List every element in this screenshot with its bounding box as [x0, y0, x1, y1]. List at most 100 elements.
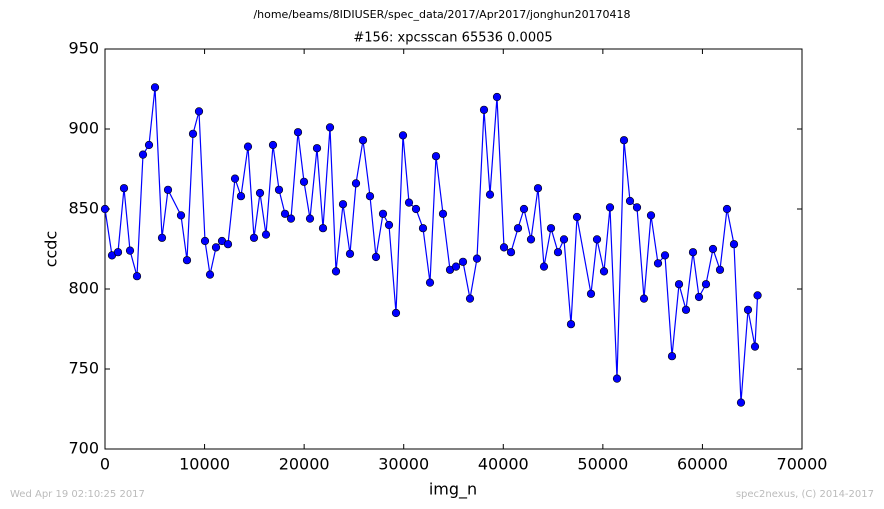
data-point	[274, 185, 284, 194]
data-point	[280, 209, 290, 218]
y-axis-label: ccdc	[42, 231, 61, 268]
data-point	[667, 352, 677, 361]
data-point	[230, 174, 240, 183]
y-tick-label: 950	[68, 39, 99, 58]
data-point	[299, 177, 309, 186]
data-point	[325, 123, 335, 132]
data-point	[293, 128, 303, 137]
data-point	[451, 262, 461, 271]
data-point	[236, 192, 246, 201]
x-tick-label: 70000	[777, 455, 828, 474]
data-point	[398, 131, 408, 140]
data-point	[722, 204, 732, 214]
data-point	[358, 136, 368, 145]
data-point	[753, 291, 762, 300]
data-point	[261, 230, 271, 239]
data-point	[485, 190, 495, 199]
data-point	[715, 265, 725, 274]
data-point	[318, 224, 328, 233]
data-point	[438, 209, 448, 218]
data-point	[492, 92, 502, 102]
data-point	[286, 214, 296, 223]
data-point	[632, 203, 642, 212]
data-point	[499, 243, 509, 252]
data-point	[592, 235, 602, 244]
data-point	[378, 209, 388, 218]
data-point	[599, 267, 609, 276]
data-point	[391, 308, 401, 318]
x-tick-label: 10000	[179, 455, 230, 474]
data-point	[182, 256, 192, 265]
data-point	[708, 244, 718, 254]
data-point	[331, 267, 341, 276]
credit: spec2nexus, (C) 2014-2017	[736, 489, 874, 500]
x-axis-label: img_n	[429, 480, 477, 500]
data-point	[519, 204, 529, 214]
y-tick-label: 800	[68, 279, 99, 298]
data-point	[533, 184, 543, 193]
chart-title: #156: xpcsscan 65536 0.0005	[353, 31, 552, 46]
data-point	[163, 185, 173, 194]
data-point	[472, 254, 482, 263]
y-tick-label: 900	[68, 119, 99, 138]
data-point	[701, 280, 711, 289]
data-point	[404, 198, 414, 207]
data-point	[546, 224, 556, 233]
data-point	[743, 305, 753, 314]
data-point	[157, 233, 167, 242]
data-point	[176, 211, 186, 220]
data-point	[418, 224, 428, 233]
data-point	[150, 83, 160, 92]
x-tick-label: 30000	[378, 455, 429, 474]
y-tick-label: 750	[68, 359, 99, 378]
data-point	[305, 214, 315, 223]
data-point	[125, 246, 135, 255]
data-point	[384, 220, 394, 230]
x-tick-label: 0	[100, 455, 110, 474]
data-point	[526, 235, 536, 244]
data-point	[653, 259, 663, 268]
data-point	[639, 294, 649, 303]
data-point	[119, 184, 129, 193]
data-point	[113, 248, 123, 257]
data-point	[513, 224, 523, 233]
data-point	[506, 248, 516, 257]
data-point	[365, 192, 375, 201]
data-point	[425, 278, 435, 287]
data-point	[431, 152, 441, 161]
data-point	[255, 188, 265, 198]
data-point	[674, 280, 684, 289]
data-point	[371, 252, 381, 262]
data-point	[612, 374, 622, 383]
data-point	[312, 144, 322, 153]
y-tick-label: 700	[68, 439, 99, 458]
data-point	[100, 204, 110, 214]
data-point	[625, 196, 635, 206]
data-point	[750, 342, 760, 351]
x-tick-label: 50000	[577, 455, 628, 474]
data-point	[138, 150, 148, 159]
data-point	[553, 248, 563, 257]
data-point	[132, 272, 142, 281]
data-point	[144, 140, 154, 150]
data-point	[646, 211, 656, 220]
data-point	[605, 203, 615, 212]
data-point	[694, 292, 704, 302]
data-point	[586, 289, 596, 298]
data-point	[539, 262, 549, 271]
x-tick-label: 40000	[478, 455, 529, 474]
data-point	[688, 248, 698, 257]
data-point	[205, 270, 215, 279]
data-point	[458, 257, 468, 266]
plot-frame	[104, 48, 803, 450]
data-point	[338, 200, 348, 209]
x-tick-label: 20000	[279, 455, 330, 474]
x-tick-label: 60000	[677, 455, 728, 474]
data-point	[200, 236, 210, 246]
data-point	[268, 140, 278, 150]
y-tick-label: 850	[68, 199, 99, 218]
data-point	[465, 294, 475, 303]
data-point	[619, 136, 629, 145]
data-point	[681, 305, 691, 314]
